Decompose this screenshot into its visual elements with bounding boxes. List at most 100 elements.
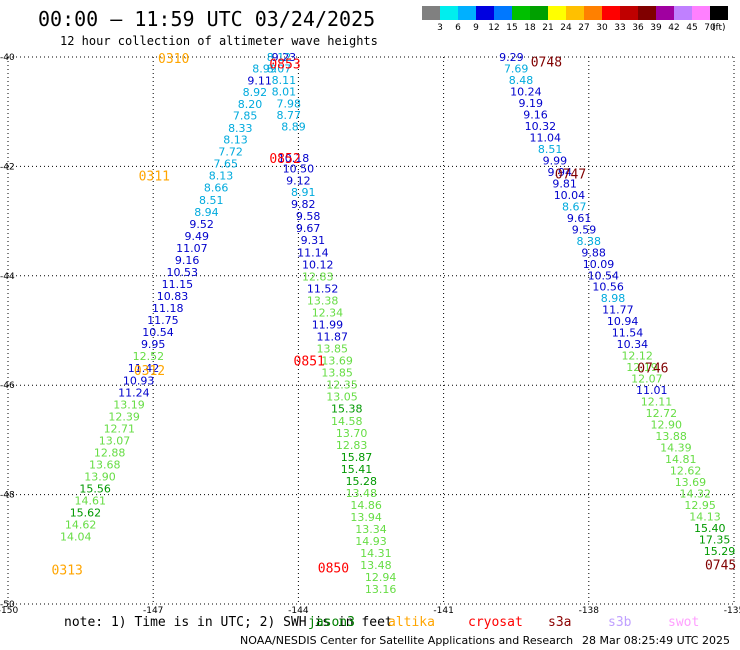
data-point-label: 9.88 [581, 246, 606, 259]
data-point-label: 13.38 [307, 294, 339, 307]
data-point-label: 8.51 [199, 194, 224, 207]
legend-swatch [422, 6, 440, 20]
data-point-label: 13.85 [317, 343, 349, 356]
data-point-label: 9.52 [189, 218, 214, 231]
data-point-label: 10.94 [607, 315, 639, 328]
data-point-label: 10.09 [583, 258, 615, 271]
legend-label: 33 [614, 23, 625, 33]
legend-label: 70 [704, 23, 716, 33]
data-point-label: 9.11 [247, 75, 272, 88]
data-point-label: 12.19 [626, 361, 658, 374]
data-point-label: 13.70 [336, 427, 368, 440]
legend-swatch [512, 6, 530, 20]
legend-label: 30 [596, 23, 608, 33]
time-label: 0311 [139, 170, 170, 185]
data-point-label: 12.72 [646, 407, 678, 420]
time-label: 0850 [318, 561, 349, 576]
data-point-label: 7.98 [276, 97, 301, 110]
data-point-label: 9.16 [175, 254, 200, 267]
data-point-label: 10.54 [142, 326, 174, 339]
legend-swatch [566, 6, 584, 20]
data-point-label: 12.34 [312, 306, 344, 319]
time-labels: 0310 0311 0312 0313 0853 0852 0851 0850 0748 0747… [52, 52, 737, 578]
data-point-label: 10.04 [554, 189, 586, 202]
data-point-label: 11.07 [176, 242, 208, 255]
data-point-label: 9.58 [296, 210, 321, 223]
data-point-label: 13.68 [89, 459, 121, 472]
data-point-label: 9.67 [296, 222, 321, 235]
legend-label: 45 [686, 23, 697, 33]
data-point-label: 15.87 [341, 451, 373, 464]
legend-label: 3 [437, 23, 443, 33]
data-point-label: 8.07 [267, 62, 292, 75]
data-point-label: 13.19 [113, 398, 145, 411]
data-point-label: 8.01 [272, 85, 297, 98]
legend-swatch [548, 6, 566, 20]
data-point-label: 14.61 [75, 495, 107, 508]
data-point-label: 14.39 [660, 442, 692, 455]
data-point-label: 13.69 [675, 476, 707, 489]
data-point-label: 8.99 [252, 62, 277, 75]
time-label: 0852 [269, 152, 300, 167]
legend-swatch [602, 6, 620, 20]
data-point-label: 14.58 [331, 415, 363, 428]
data-point-label: 14.62 [65, 519, 97, 532]
satellite-label: altika [388, 615, 435, 630]
data-point-label: 13.48 [346, 487, 378, 500]
data-point-label: 8.51 [538, 143, 563, 156]
axis-ticks: -150 -147 -144 -141 -138 -135 -40 -42 -44 -46 -48 -… [0, 53, 740, 616]
x-tick-label: -144 [288, 606, 309, 616]
legend-label: 12 [488, 23, 499, 33]
satellite-label: s3b [608, 615, 632, 630]
satellite-legend: jason3 altika cryosat s3a s3b swot [308, 615, 699, 630]
data-point-label: 12.62 [670, 465, 702, 478]
data-point-label: 11.18 [152, 302, 184, 315]
data-point-label: 10.12 [302, 258, 334, 271]
data-point-label: 10.18 [278, 152, 310, 165]
data-point-label: 15.38 [331, 403, 363, 416]
satellite-label: jason3 [308, 615, 355, 630]
data-point-label: 11.87 [317, 331, 349, 344]
data-point-label: 13.94 [350, 511, 382, 524]
data-point-label: 12.12 [621, 350, 653, 363]
data-point-label: 13.05 [326, 391, 358, 404]
data-point-label: 9.31 [301, 234, 326, 247]
time-label: 0745 [705, 559, 736, 574]
time-label: 0313 [52, 564, 83, 579]
footer-note: note: 1) Time is in UTC; 2) SWH is in fe… [64, 615, 393, 630]
data-point-label: 14.32 [680, 488, 712, 501]
data-point-label: 13.88 [655, 430, 687, 443]
data-point-label: 12.88 [94, 446, 126, 459]
data-point-label: 10.53 [166, 266, 198, 279]
data-point-label: 15.28 [346, 475, 378, 488]
data-point-label: 12.07 [631, 373, 663, 386]
data-point-label: 15.29 [704, 545, 736, 558]
legend-label: 36 [632, 23, 644, 33]
color-legend: 3 6 9 12 15 18 21 24 27 30 33 36 39 42 45 70(ft) [422, 6, 728, 33]
data-point-label: 12.71 [104, 422, 136, 435]
data-point-label: 12.35 [326, 379, 358, 392]
legend-swatch [656, 6, 674, 20]
data-point-label: 14.13 [689, 510, 721, 523]
data-point-label: 12.83 [302, 270, 334, 283]
legend-label: 9 [473, 23, 479, 33]
time-label: 0851 [294, 355, 325, 370]
legend-swatch [458, 6, 476, 20]
data-point-label: 12.52 [133, 350, 165, 363]
data-point-label: 8.38 [577, 235, 602, 248]
data-point-label: 12.83 [336, 439, 368, 452]
data-point-label: 8.48 [509, 74, 534, 87]
x-tick-label: -150 [0, 606, 18, 616]
time-label: 0312 [134, 364, 165, 379]
data-point-label: 8.33 [228, 122, 253, 135]
data-point-label: 9.81 [552, 177, 577, 190]
footer-credit: NOAA/NESDIS Center for Satellite Applica… [240, 634, 573, 647]
data-point-label: 12.95 [684, 499, 716, 512]
legend-unit: (ft) [712, 23, 726, 33]
data-point-label: 8.89 [281, 120, 306, 133]
legend-label: 42 [668, 23, 679, 33]
data-point-label: 9.12 [286, 175, 311, 188]
legend-swatch [692, 6, 710, 20]
